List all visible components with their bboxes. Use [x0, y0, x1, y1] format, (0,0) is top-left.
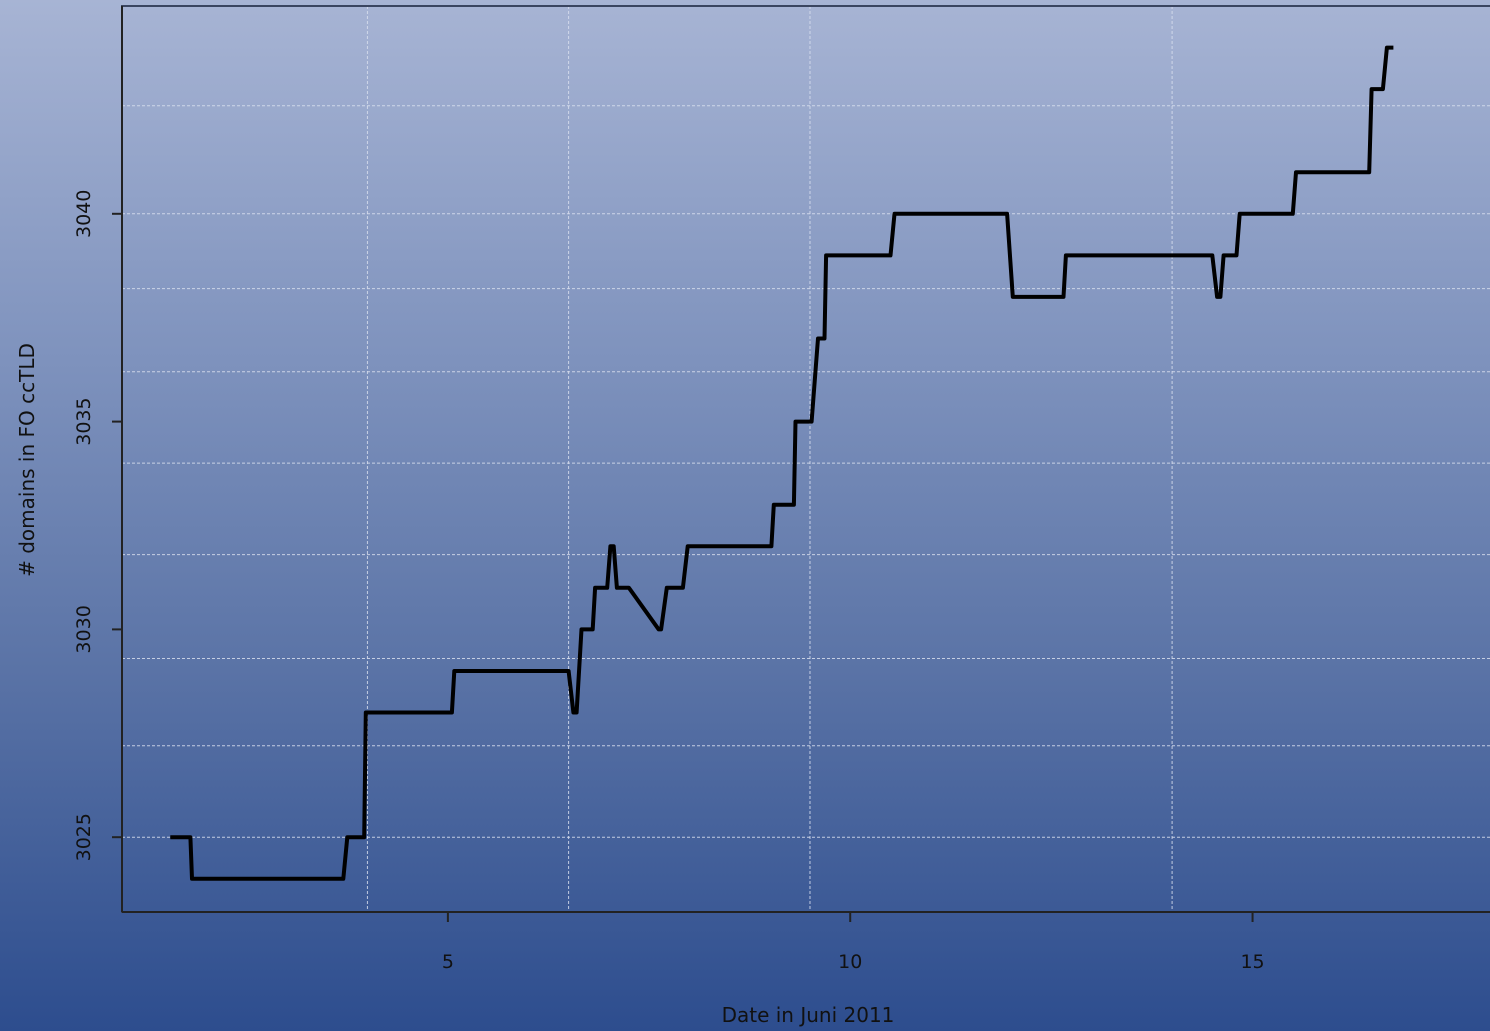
y-tick-label: 3040	[73, 190, 95, 238]
series-line	[170, 45, 1394, 881]
x-tick-label: 15	[1240, 951, 1264, 973]
x-tick-label: 10	[838, 951, 862, 973]
axes	[121, 6, 1490, 913]
plot-frame	[121, 5, 1490, 913]
x-axis-title: Date in Juni 2011	[722, 1003, 895, 1027]
y-tick-label: 3030	[73, 605, 95, 653]
y-tick-label: 3025	[73, 813, 95, 861]
y-axis-title: # domains in FO ccTLD	[15, 343, 39, 577]
y-tick-label: 3035	[73, 397, 95, 445]
grid	[122, 6, 1490, 912]
x-tick-label: 5	[442, 951, 454, 973]
series	[170, 45, 1394, 881]
tick-marks: 5 10 15 3025 3030 3035 3040	[73, 190, 1265, 973]
